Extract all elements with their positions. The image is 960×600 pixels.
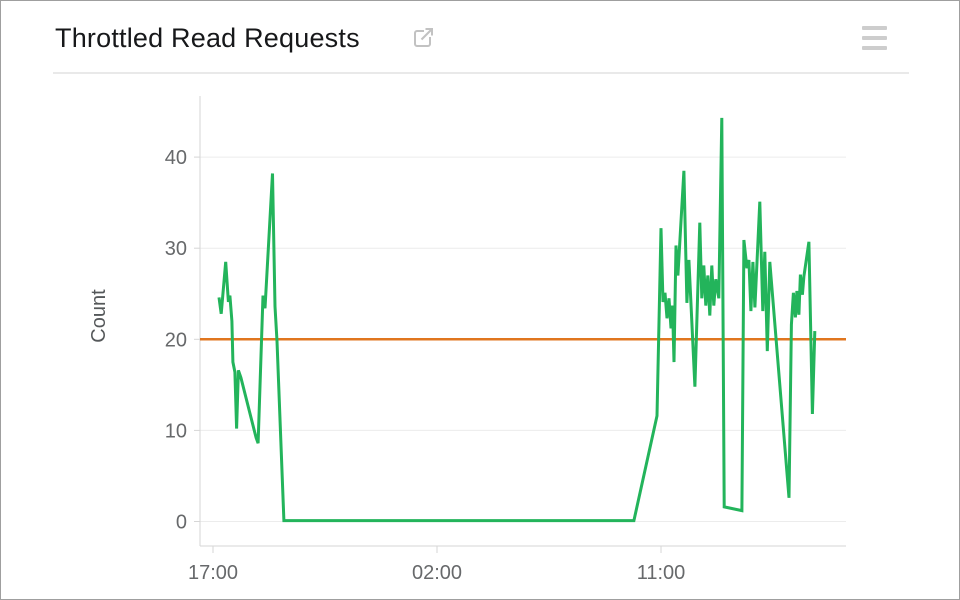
x-tick-label-17:00: 17:00 — [188, 562, 238, 584]
hamburger-bar — [862, 46, 887, 50]
external-link-icon[interactable] — [411, 26, 435, 50]
y-tick-label-0: 0 — [176, 512, 187, 534]
y-tick-label-20: 20 — [165, 329, 187, 351]
y-axis-title: Count — [88, 289, 110, 343]
hamburger-bar — [862, 36, 887, 40]
external-link-glyph — [414, 28, 433, 47]
series-line-0 — [217, 117, 817, 523]
y-tick-label-10: 10 — [165, 420, 187, 442]
header-divider — [53, 72, 909, 74]
x-tick-label-11:00: 11:00 — [637, 562, 686, 584]
y-tick-label-40: 40 — [165, 147, 187, 169]
widget-title: Throttled Read Requests — [55, 23, 360, 53]
hamburger-menu-icon[interactable] — [862, 26, 887, 51]
y-tick-label-30: 30 — [165, 238, 187, 260]
hamburger-bar — [862, 26, 887, 30]
x-tick-label-02:00: 02:00 — [412, 562, 462, 584]
